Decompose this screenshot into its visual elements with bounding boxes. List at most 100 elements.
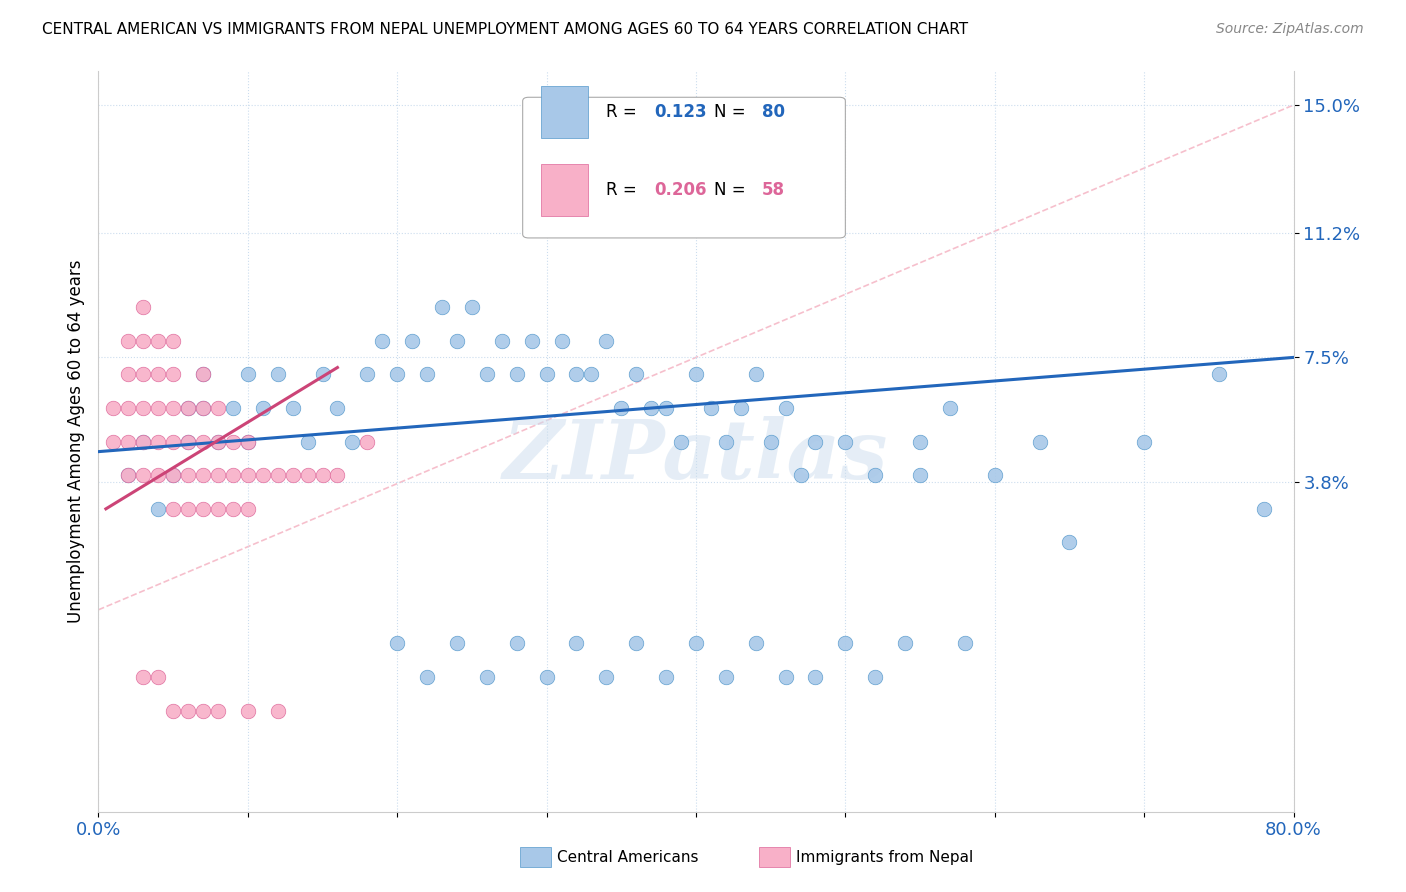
Point	[1028, 434, 1050, 449]
Y-axis label: Unemployment Among Ages 60 to 64 years: Unemployment Among Ages 60 to 64 years	[66, 260, 84, 624]
Point	[984, 468, 1007, 483]
Point	[148, 401, 170, 415]
Point	[536, 670, 558, 684]
Point	[939, 401, 962, 415]
Point	[326, 468, 349, 483]
Point	[177, 468, 200, 483]
Point	[865, 468, 887, 483]
Text: Central Americans: Central Americans	[557, 850, 699, 864]
Point	[222, 401, 245, 415]
Point	[207, 704, 229, 718]
Point	[222, 501, 245, 516]
Point	[894, 636, 917, 650]
Point	[132, 334, 155, 348]
Point	[759, 434, 782, 449]
Point	[207, 501, 229, 516]
Point	[117, 401, 139, 415]
Point	[103, 401, 125, 415]
Point	[267, 468, 290, 483]
Point	[626, 636, 648, 650]
Point	[281, 401, 304, 415]
Text: CENTRAL AMERICAN VS IMMIGRANTS FROM NEPAL UNEMPLOYMENT AMONG AGES 60 TO 64 YEARS: CENTRAL AMERICAN VS IMMIGRANTS FROM NEPA…	[42, 22, 969, 37]
Point	[162, 704, 184, 718]
Point	[267, 368, 290, 382]
Point	[236, 368, 259, 382]
Point	[117, 468, 139, 483]
Point	[162, 468, 184, 483]
Point	[565, 368, 588, 382]
Point	[446, 334, 468, 348]
Point	[177, 501, 200, 516]
Point	[132, 300, 155, 314]
Point	[655, 401, 678, 415]
Point	[148, 670, 170, 684]
Point	[775, 401, 797, 415]
Point	[236, 434, 259, 449]
Point	[267, 704, 290, 718]
Point	[610, 401, 633, 415]
Point	[162, 368, 184, 382]
Point	[430, 300, 453, 314]
Point	[595, 334, 617, 348]
Point	[416, 670, 439, 684]
Point	[311, 368, 333, 382]
Point	[148, 501, 170, 516]
Point	[191, 368, 214, 382]
Point	[117, 334, 139, 348]
Point	[236, 434, 259, 449]
Point	[655, 670, 678, 684]
Point	[326, 401, 349, 415]
Point	[207, 468, 229, 483]
Point	[730, 401, 752, 415]
Point	[191, 468, 214, 483]
Point	[1208, 368, 1230, 382]
Point	[834, 434, 856, 449]
Point	[177, 434, 200, 449]
Point	[222, 434, 245, 449]
Point	[177, 401, 200, 415]
Point	[475, 670, 498, 684]
Point	[236, 501, 259, 516]
Point	[581, 368, 603, 382]
Point	[506, 636, 529, 650]
Point	[669, 434, 692, 449]
Point	[162, 468, 184, 483]
Text: ZIPatlas: ZIPatlas	[503, 417, 889, 496]
Point	[595, 670, 617, 684]
Point	[236, 468, 259, 483]
Point	[148, 468, 170, 483]
Point	[132, 670, 155, 684]
Point	[401, 334, 423, 348]
Point	[775, 670, 797, 684]
Point	[132, 401, 155, 415]
Text: Immigrants from Nepal: Immigrants from Nepal	[796, 850, 973, 864]
Point	[132, 434, 155, 449]
Text: R =: R =	[606, 103, 643, 121]
Point	[685, 368, 707, 382]
Point	[565, 636, 588, 650]
Text: 0.123: 0.123	[654, 103, 707, 121]
Point	[148, 368, 170, 382]
Point	[550, 334, 572, 348]
Point	[191, 401, 214, 415]
Point	[804, 670, 827, 684]
Point	[162, 334, 184, 348]
Point	[385, 368, 409, 382]
Point	[342, 434, 364, 449]
Point	[714, 434, 737, 449]
Point	[640, 401, 662, 415]
Point	[1133, 434, 1156, 449]
Point	[297, 434, 319, 449]
Point	[252, 468, 274, 483]
Point	[117, 368, 139, 382]
Point	[700, 401, 723, 415]
Point	[865, 670, 887, 684]
Point	[162, 434, 184, 449]
Point	[520, 334, 543, 348]
Point	[356, 368, 378, 382]
Point	[177, 434, 200, 449]
Point	[103, 434, 125, 449]
Point	[132, 434, 155, 449]
Point	[132, 468, 155, 483]
Point	[461, 300, 484, 314]
